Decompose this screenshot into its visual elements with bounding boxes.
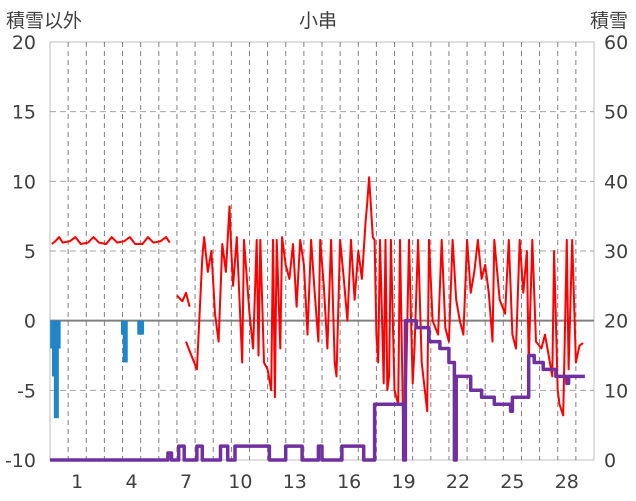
- x-tick-label: 25: [500, 471, 524, 493]
- right-tick-label: 30: [604, 241, 628, 263]
- x-tick-label: 13: [283, 471, 307, 493]
- left-axis-title: 積雪以外: [6, 10, 83, 32]
- left-tick-label: -5: [17, 380, 36, 402]
- x-tick-label: 10: [228, 471, 252, 493]
- chart-title: 小串: [298, 10, 337, 32]
- right-tick-label: 20: [604, 311, 628, 333]
- left-tick-label: 15: [12, 102, 36, 124]
- left-tick-label: 5: [24, 241, 36, 263]
- right-tick-label: 40: [604, 171, 628, 193]
- right-tick-label: 60: [604, 32, 628, 54]
- temperature-line: [176, 291, 191, 307]
- temperature-line: [51, 236, 171, 245]
- x-tick-label: 1: [71, 471, 83, 493]
- right-tick-label: 50: [604, 102, 628, 124]
- x-tick-label: 16: [337, 471, 361, 493]
- x-tick-label: 7: [180, 471, 192, 493]
- temperature-line: [185, 176, 584, 454]
- precip-bar: [139, 320, 145, 335]
- right-tick-label: 0: [604, 450, 616, 472]
- x-tick-label: 28: [555, 471, 579, 493]
- right-axis-title: 積雪: [589, 10, 628, 32]
- x-tick-label: 4: [126, 471, 138, 493]
- left-tick-label: 10: [12, 171, 36, 193]
- precip-bar: [122, 320, 128, 363]
- left-tick-label: 20: [12, 32, 36, 54]
- left-tick-label: -10: [5, 450, 36, 472]
- precip-bar: [53, 320, 59, 419]
- x-tick-label: 19: [392, 471, 416, 493]
- right-tick-label: 10: [604, 380, 628, 402]
- x-tick-label: 22: [446, 471, 470, 493]
- precip-bar: [55, 320, 61, 349]
- left-tick-label: 0: [24, 311, 36, 333]
- snow-depth-line: [50, 318, 585, 462]
